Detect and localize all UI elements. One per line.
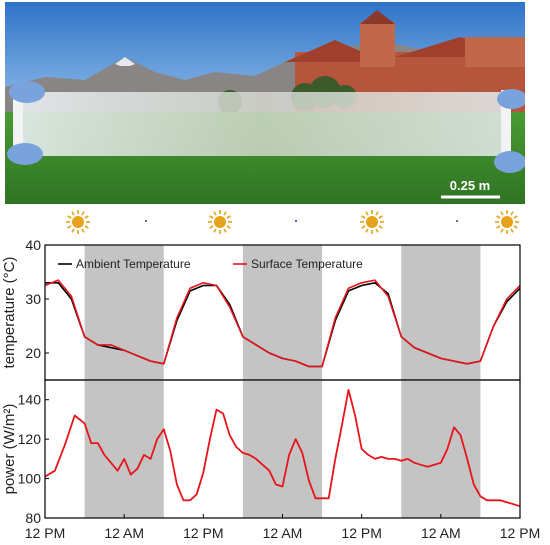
film-roll-left <box>13 90 23 160</box>
night-band <box>401 245 481 380</box>
night-band <box>84 245 164 380</box>
y-tick-label: 40 <box>25 238 41 253</box>
y-tick-label: 30 <box>25 291 41 307</box>
y-tick-label: 140 <box>18 392 42 408</box>
x-tick-label: 12 AM <box>263 525 303 541</box>
x-tick-label: 12 PM <box>500 525 540 541</box>
legend-label: Surface Temperature <box>251 257 363 271</box>
y-tick-label: 100 <box>18 471 42 487</box>
surface-temperature-line <box>44 279 521 368</box>
y-tick-label: 20 <box>25 345 41 361</box>
y-tick-label: 120 <box>18 431 42 447</box>
campus-buildings <box>285 10 525 112</box>
sun-icon <box>66 210 90 234</box>
legend: Ambient Temperature Surface Temperature <box>58 257 363 271</box>
x-tick-label: 12 AM <box>421 525 461 541</box>
cooling-power-line <box>44 388 521 508</box>
sun-icon <box>208 210 232 234</box>
y-axis-label: power (W/m²) <box>1 404 18 495</box>
y-axis-label: temperature (°C) <box>1 257 18 369</box>
x-tick-label: 12 PM <box>25 525 65 541</box>
sun-icon <box>360 210 384 234</box>
gloved-hands <box>7 81 525 173</box>
moon-icon <box>286 214 297 230</box>
y-tick-label: 80 <box>25 510 41 526</box>
night-band <box>242 380 323 518</box>
legend-label: Ambient Temperature <box>76 257 191 271</box>
night-band <box>242 245 323 380</box>
photo-panel: 0.25 m <box>5 2 525 204</box>
temperature-panel: 20 30 40 temperature (°C) <box>1 238 521 381</box>
x-tick-label: 12 PM <box>183 525 223 541</box>
scale-label: 0.25 m <box>450 178 490 193</box>
mountain-snow <box>115 57 135 66</box>
moon-icon <box>447 214 458 230</box>
day-night-icon-row <box>66 210 519 234</box>
night-band <box>401 380 481 518</box>
x-tick-label: 12 PM <box>341 525 381 541</box>
sun-icon <box>495 210 519 234</box>
film-roll-right <box>501 90 511 160</box>
night-band <box>84 380 164 518</box>
film-sample <box>17 92 507 156</box>
moon-icon <box>136 214 147 230</box>
x-tick-label: 12 AM <box>104 525 144 541</box>
